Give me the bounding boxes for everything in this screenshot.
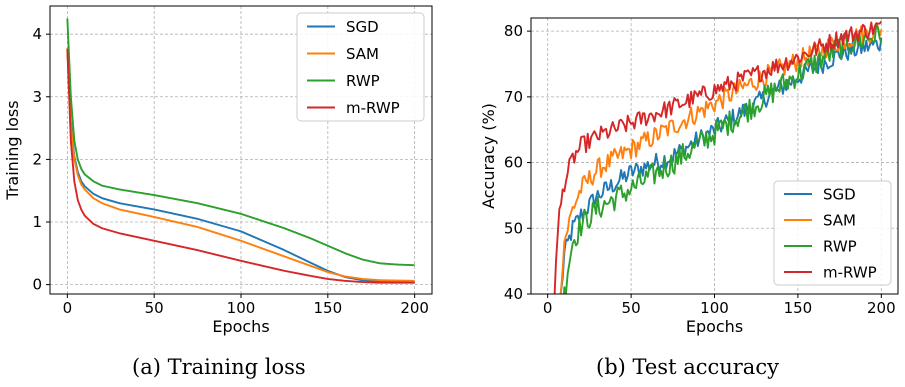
x-tick-label: 150 [313, 299, 342, 317]
x-tick-label: 50 [145, 299, 164, 317]
x-axis-label: Epochs [212, 317, 269, 336]
legend-label: SGD [823, 186, 856, 204]
legend: SGD SAM RWP m-RWP [296, 12, 425, 122]
y-tick-label: 4 [32, 25, 42, 43]
legend-box [296, 12, 425, 122]
legend-label: SAM [823, 212, 856, 230]
caption-test-accuracy: (b) Test accuracy [596, 355, 779, 379]
x-tick-label: 150 [784, 299, 813, 317]
x-tick-label: 200 [867, 299, 896, 317]
y-tick-label: 50 [504, 219, 523, 237]
y-tick-label: 3 [32, 88, 42, 106]
legend: SGD SAM RWP m-RWP [773, 180, 892, 286]
caption-training-loss: (a) Training loss [132, 355, 306, 379]
series-line-m-rwp [66, 49, 415, 284]
legend-label: RWP [823, 238, 857, 256]
y-axis-label: Accuracy (%) [479, 103, 498, 209]
y-axis-label: Training loss [3, 100, 22, 200]
y-tick-label: 2 [32, 150, 42, 168]
y-tick-label: 40 [504, 285, 523, 303]
legend-label: m-RWP [823, 264, 877, 282]
x-tick-label: 200 [400, 299, 429, 317]
y-tick-label: 80 [504, 22, 523, 40]
series-line-sgd [66, 49, 415, 283]
y-tick-label: 0 [32, 276, 42, 294]
x-tick-label: 0 [543, 299, 553, 317]
legend-label: SGD [346, 18, 379, 36]
legend-label: SAM [346, 45, 379, 63]
y-tick-label: 1 [32, 213, 42, 231]
chart-1: 0 50 100 150 200 40 50 60 70 80 Epochs Accuracy (%)… [479, 17, 899, 336]
series-line-m-rwp [553, 20, 883, 294]
y-tick-label: 70 [504, 88, 523, 106]
x-tick-label: 100 [700, 299, 729, 317]
x-tick-label: 0 [63, 299, 73, 317]
y-tick-label: 60 [504, 154, 523, 172]
series-line-sam [66, 47, 415, 282]
x-axis-label: Epochs [686, 317, 743, 336]
x-tick-label: 50 [622, 299, 641, 317]
x-tick-label: 100 [227, 299, 256, 317]
series-line-rwp [66, 18, 415, 267]
legend-box [773, 180, 892, 286]
legend-label: m-RWP [346, 99, 400, 117]
legend-label: RWP [346, 72, 380, 90]
